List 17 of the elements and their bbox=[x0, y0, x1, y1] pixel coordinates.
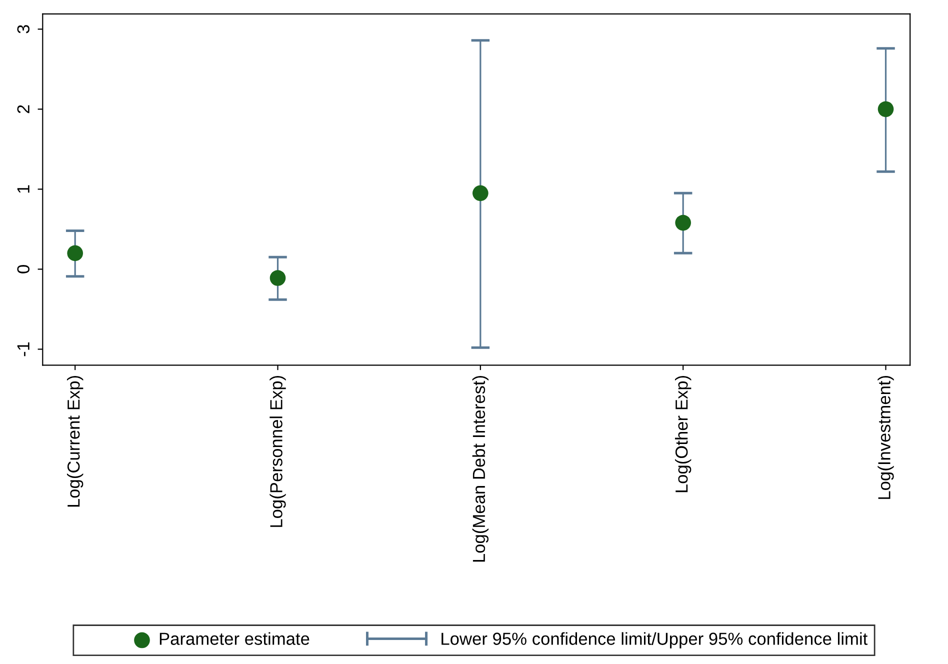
x-tick-label: Log(Mean Debt Interest) bbox=[472, 376, 489, 562]
y-tick-label: 3 bbox=[17, 25, 30, 34]
y-tick-label: 0 bbox=[17, 265, 30, 274]
point bbox=[472, 185, 488, 202]
y-tick-label: -1 bbox=[17, 342, 30, 356]
x-tick-label: Log(Current Exp) bbox=[66, 376, 84, 507]
point bbox=[67, 245, 84, 262]
point bbox=[270, 270, 286, 286]
point bbox=[878, 101, 894, 118]
legend-label: Parameter estimate bbox=[160, 632, 310, 645]
y-tick-label: 2 bbox=[17, 105, 30, 114]
legend-label: Lower 95% confidence limit/Upper 95% confidence limit bbox=[442, 632, 868, 648]
y-tick-label: 1 bbox=[17, 185, 30, 193]
x-tick-label: Log(Investment) bbox=[878, 376, 894, 499]
x-tick-label: Log(Other Exp) bbox=[675, 376, 692, 492]
point bbox=[675, 214, 692, 231]
x-tick-label: Log(Personnel Exp) bbox=[270, 376, 286, 527]
